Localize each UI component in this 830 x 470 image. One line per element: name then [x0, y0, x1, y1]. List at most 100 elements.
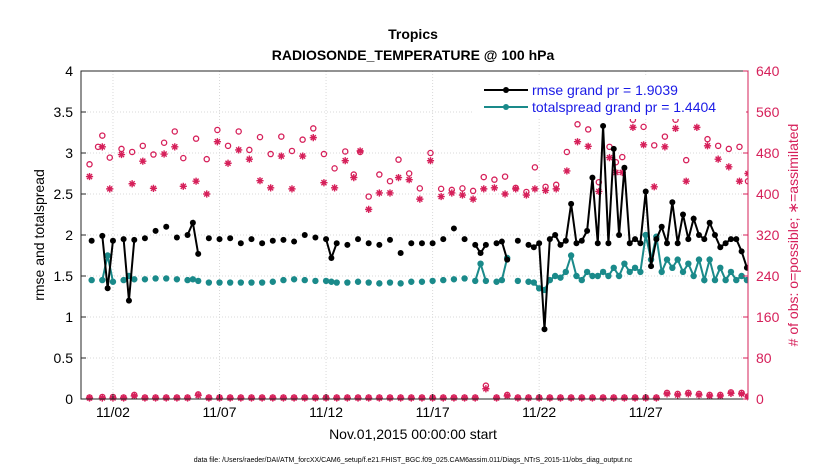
rmse-point: [482, 241, 489, 248]
obs-possible-marker: [99, 132, 106, 139]
spread-point: [573, 272, 580, 280]
spread-point: [717, 264, 724, 271]
obs-assimilated-marker: [309, 134, 317, 142]
rmse-point: [493, 240, 500, 247]
rmse-point: [626, 240, 633, 247]
rmse-point: [536, 240, 543, 247]
obs-assimilated-marker: [437, 192, 445, 201]
rmse-point: [99, 232, 106, 239]
rmse-point: [291, 238, 298, 245]
chart-subtitle: RADIOSONDE_TEMPERATURE @ 100 hPa: [272, 47, 555, 63]
obs-assimilated-marker: [682, 177, 690, 185]
obs-assimilated-marker: [173, 394, 181, 402]
obs-assimilated-marker: [224, 159, 232, 167]
legend-spread-marker: [503, 104, 509, 110]
spread-point: [173, 276, 181, 283]
obs-possible-marker: [386, 177, 394, 185]
spread-point: [738, 272, 745, 280]
obs-assimilated-marker: [426, 157, 435, 165]
y2-tick-label: 480: [756, 145, 780, 161]
y-tick-label: 2.5: [54, 186, 74, 202]
x-tick-label: 11/27: [629, 404, 663, 420]
rmse-point: [680, 211, 687, 218]
y2-tick-label: 400: [756, 186, 780, 202]
rmse-point: [738, 248, 745, 255]
obs-assimilated-marker: [160, 150, 168, 158]
rmse-point: [727, 236, 734, 243]
spread-point: [722, 276, 729, 284]
rmse-point: [189, 219, 196, 226]
obs-assimilated-marker: [98, 143, 106, 151]
obs-possible-marker: [160, 139, 168, 146]
spread-point: [397, 280, 404, 287]
rmse-point: [701, 236, 708, 243]
obs-assimilated-marker: [386, 394, 394, 402]
rmse-point: [397, 250, 404, 257]
obs-assimilated-marker: [343, 394, 351, 402]
rmse-point: [605, 240, 612, 247]
rmse-point: [237, 240, 244, 247]
obs-assimilated-marker: [620, 394, 628, 402]
obs-assimilated-marker: [149, 184, 158, 192]
rmse-point: [184, 232, 191, 238]
obs-possible-marker: [459, 185, 466, 192]
obs-possible-marker: [501, 173, 509, 180]
rmse-point: [610, 145, 617, 152]
rmse-point: [562, 237, 569, 244]
obs-possible-marker: [128, 148, 136, 156]
spread-point: [589, 272, 596, 280]
obs-assimilated-marker: [106, 185, 114, 193]
rmse-point: [152, 227, 159, 234]
rmse-point: [695, 232, 702, 238]
obs-assimilated-marker: [439, 394, 447, 402]
spread-point: [477, 260, 484, 267]
obs-possible-marker: [480, 173, 488, 181]
obs-possible-marker: [714, 142, 722, 150]
obs-assimilated-marker: [235, 146, 243, 154]
obs-possible-marker: [531, 164, 539, 171]
obs-assimilated-marker: [290, 394, 298, 402]
obs-assimilated-marker: [599, 394, 607, 402]
y-tick-label: 3.5: [54, 104, 74, 120]
spread-point: [248, 279, 255, 286]
spread-point: [610, 264, 617, 271]
obs-possible-marker: [235, 128, 242, 135]
rmse-point: [280, 236, 287, 243]
legend-rmse-label: rmse grand pr = 1.9039: [532, 82, 678, 98]
obs-possible-marker: [704, 135, 711, 143]
spread-point: [674, 256, 681, 263]
rmse-point: [472, 241, 479, 248]
rmse-point: [328, 254, 335, 261]
y-tick-label: 4: [65, 63, 73, 79]
obs-assimilated-marker: [546, 394, 554, 402]
rmse-point: [269, 237, 276, 244]
x-tick-label: 11/02: [96, 404, 130, 420]
obs-assimilated-marker: [183, 394, 192, 402]
rmse-point: [344, 241, 351, 248]
rmse-point: [173, 234, 180, 241]
spread-point: [450, 276, 458, 283]
rmse-point: [584, 227, 591, 234]
obs-assimilated-marker: [269, 394, 277, 402]
spread-point: [637, 268, 644, 276]
spread-point: [605, 272, 612, 280]
spread-point: [189, 276, 197, 283]
spread-point: [642, 231, 649, 239]
obs-assimilated-marker: [482, 385, 490, 393]
obs-assimilated-marker: [311, 394, 320, 402]
rmse-point: [530, 244, 537, 251]
obs-assimilated-marker: [301, 394, 309, 402]
rmse-point: [621, 164, 628, 171]
spread-point: [104, 252, 111, 259]
rmse-point: [600, 122, 607, 129]
obs-assimilated-marker: [416, 195, 424, 203]
spread-point: [99, 276, 106, 284]
obs-assimilated-marker: [365, 394, 373, 402]
y-tick-label: 0: [65, 391, 73, 407]
rmse-point: [568, 200, 575, 207]
spread-point: [594, 272, 601, 280]
rmse-point: [205, 235, 212, 242]
obs-assimilated-marker: [631, 394, 639, 402]
obs-assimilated-marker: [213, 138, 221, 146]
